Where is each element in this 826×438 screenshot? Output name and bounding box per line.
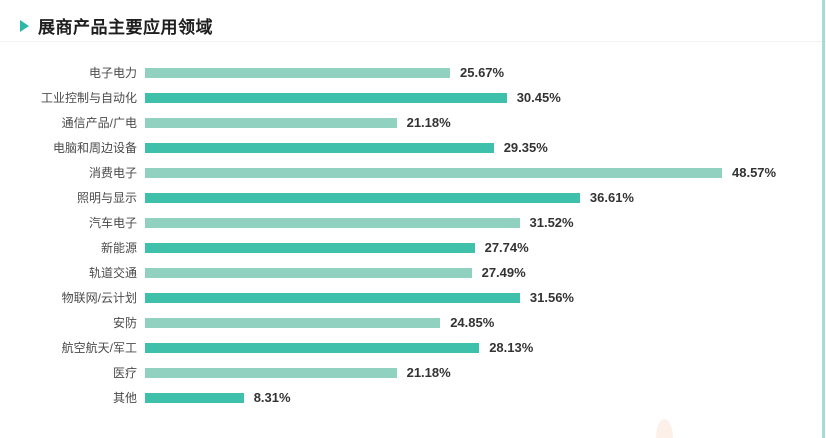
chart-row: 电脑和周边设备 29.35% — [0, 135, 826, 160]
value-label: 27.49% — [481, 265, 526, 280]
bar — [145, 192, 580, 203]
value-label: 29.35% — [503, 140, 548, 155]
value-label: 27.74% — [484, 240, 529, 255]
bar — [145, 117, 397, 128]
category-label: 新能源 — [100, 241, 137, 255]
bar — [145, 392, 244, 403]
title-marker-triangle-icon — [20, 19, 29, 32]
category-label: 通信产品/广电 — [61, 116, 137, 130]
value-label: 8.31% — [253, 390, 291, 405]
value-label: 31.52% — [529, 215, 574, 230]
bar — [145, 242, 475, 253]
bar — [145, 92, 507, 103]
category-label: 消费电子 — [88, 166, 137, 180]
chart-row: 航空航天/军工 28.13% — [0, 335, 826, 360]
value-label: 21.18% — [406, 365, 451, 380]
bar — [145, 317, 441, 328]
chart-row: 其他 8.31% — [0, 385, 826, 410]
chart-row: 医疗 21.18% — [0, 360, 826, 385]
bar — [145, 217, 520, 228]
bar — [145, 67, 450, 78]
chart-title: 展商产品主要应用领域 — [38, 18, 213, 37]
category-label: 轨道交通 — [88, 266, 137, 280]
bar — [145, 367, 397, 378]
value-label: 31.56% — [529, 290, 574, 305]
category-label: 医疗 — [112, 366, 137, 380]
category-label: 其他 — [112, 391, 137, 405]
bar — [145, 167, 722, 178]
category-label: 航空航天/军工 — [61, 341, 137, 355]
value-label: 30.45% — [516, 90, 561, 105]
category-label: 工业控制与自动化 — [40, 91, 137, 105]
category-label: 照明与显示 — [76, 191, 137, 205]
chart-title-row: 展商产品主要应用领域 — [20, 13, 213, 38]
chart-row: 工业控制与自动化 30.45% — [0, 85, 826, 110]
category-label: 电脑和周边设备 — [52, 141, 137, 155]
bar — [145, 267, 472, 278]
value-label: 48.57% — [732, 165, 777, 180]
title-divider — [0, 41, 826, 42]
category-label: 物联网/云计划 — [61, 291, 137, 305]
value-label: 24.85% — [450, 315, 495, 330]
bottom-decoration-shape — [656, 419, 673, 438]
category-label: 汽车电子 — [88, 216, 137, 230]
chart-row: 消费电子 48.57% — [0, 160, 826, 185]
chart-row: 轨道交通 27.49% — [0, 260, 826, 285]
bar — [145, 142, 494, 153]
bar — [145, 342, 480, 353]
chart-row: 电子电力 25.67% — [0, 60, 826, 85]
value-label: 36.61% — [589, 190, 634, 205]
bar — [145, 292, 520, 303]
value-label: 25.67% — [460, 65, 505, 80]
chart-row: 通信产品/广电 21.18% — [0, 110, 826, 135]
value-label: 28.13% — [489, 340, 534, 355]
chart-row: 新能源 27.74% — [0, 235, 826, 260]
chart-row: 物联网/云计划 31.56% — [0, 285, 826, 310]
category-label: 安防 — [112, 316, 137, 330]
category-label: 电子电力 — [88, 66, 137, 80]
bar-chart: 电子电力 25.67% 工业控制与自动化 30.45% 通信产品/广电 21.18% 电脑和… — [0, 60, 826, 410]
chart-row: 汽车电子 31.52% — [0, 210, 826, 235]
page-right-border — [822, 0, 825, 438]
chart-row: 照明与显示 36.61% — [0, 185, 826, 210]
value-label: 21.18% — [406, 115, 451, 130]
chart-row: 安防 24.85% — [0, 310, 826, 335]
